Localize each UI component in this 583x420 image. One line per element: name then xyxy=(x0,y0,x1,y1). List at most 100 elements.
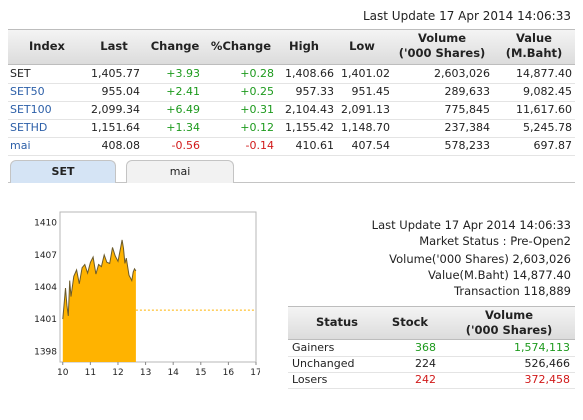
chart-area-fill xyxy=(62,239,136,362)
cell-high: 957.33 xyxy=(295,85,335,98)
cell-index[interactable]: SET50 xyxy=(10,85,45,98)
x-tick-label: 14 xyxy=(167,368,179,378)
cell-index[interactable]: SET100 xyxy=(10,103,52,116)
y-tick-label: 1401 xyxy=(34,315,57,325)
col-pct-change: %Change xyxy=(210,39,272,53)
tab-strip-line xyxy=(8,182,575,183)
cell-value: 11,617.60 xyxy=(516,103,572,116)
cell-last: 408.08 xyxy=(101,139,141,152)
col-value-unit: (M.Baht) xyxy=(505,46,563,60)
col-status-volume: Volume xyxy=(484,308,534,322)
status-cell-stock: 242 xyxy=(415,373,436,386)
cell-low: 951.45 xyxy=(351,85,391,98)
cell-high: 1,408.66 xyxy=(285,67,334,80)
cell-last: 955.04 xyxy=(101,85,141,98)
market-volume: Volume('000 Shares) 2,603,026 xyxy=(389,252,571,266)
index-row: mai 408.08 -0.56 -0.14 410.61 407.54 578,233 69… xyxy=(8,137,575,156)
tab-set[interactable]: SET xyxy=(10,160,116,183)
market-transaction: Transaction 118,889 xyxy=(454,284,571,298)
cell-low: 407.54 xyxy=(351,139,391,152)
cell-change: +3.93 xyxy=(166,67,200,80)
index-row: SET 1,405.77 +3.93 +0.28 1,408.66 1,401.02 2,6… xyxy=(8,65,575,84)
col-high: High xyxy=(289,39,319,53)
last-update-top: Last Update 17 Apr 2014 14:06:33 xyxy=(363,9,571,23)
cell-low: 2,091.13 xyxy=(341,103,390,116)
col-status: Status xyxy=(315,315,359,329)
market-value: Value(M.Baht) 14,877.40 xyxy=(427,268,571,282)
status-cell-volume: 526,466 xyxy=(524,357,571,370)
col-stock: Stock xyxy=(391,315,429,329)
cell-index[interactable]: mai xyxy=(10,139,31,152)
cell-value: 14,877.40 xyxy=(516,67,572,80)
y-tick-label: 1398 xyxy=(34,347,57,357)
col-low: Low xyxy=(349,39,375,53)
x-tick-label: 11 xyxy=(85,368,96,378)
cell-value: 5,245.78 xyxy=(523,121,572,134)
cell-pct: +0.25 xyxy=(240,85,274,98)
chart-price-line xyxy=(62,239,137,320)
x-tick-label: 15 xyxy=(195,368,206,378)
index-table-header: Index Last Change %Change High Low Volum… xyxy=(8,29,575,65)
cell-last: 2,099.34 xyxy=(91,103,140,116)
cell-last: 1,405.77 xyxy=(91,67,140,80)
col-volume: Volume xyxy=(417,31,467,45)
cell-pct: +0.31 xyxy=(240,103,274,116)
market-status: Market Status : Pre-Open2 xyxy=(419,234,571,248)
x-tick-label: 17 xyxy=(250,368,260,378)
intraday-chart: 1398 1401 1404 1407 1410 10 11 12 13 14 15 16 17 xyxy=(34,211,260,378)
index-row: SET100 2,099.34 +6.49 +0.31 2,104.43 2,091.13… xyxy=(8,101,575,120)
cell-index[interactable]: SET xyxy=(10,67,31,80)
index-row: SET50 955.04 +2.41 +0.25 957.33 951.45 289,633… xyxy=(8,83,575,102)
cell-value: 9,082.45 xyxy=(523,85,572,98)
cell-high: 2,104.43 xyxy=(285,103,334,116)
cell-last: 1,151.64 xyxy=(91,121,140,134)
status-table-header: Status Stock Volume ('000 Shares) xyxy=(288,306,575,340)
cell-change: +6.49 xyxy=(166,103,200,116)
cell-volume: 2,603,026 xyxy=(434,67,490,80)
status-cell-status: Unchanged xyxy=(292,357,355,370)
status-cell-stock: 224 xyxy=(415,357,436,370)
x-tick-label: 13 xyxy=(140,368,151,378)
status-row: Unchanged 224 526,466 xyxy=(288,356,575,373)
cell-change: +1.34 xyxy=(166,121,200,134)
cell-low: 1,401.02 xyxy=(341,67,390,80)
y-tick-label: 1410 xyxy=(34,219,57,229)
cell-low: 1,148.70 xyxy=(341,121,390,134)
cell-pct: +0.28 xyxy=(240,67,274,80)
cell-value: 697.87 xyxy=(533,139,573,152)
status-cell-volume: 1,574,113 xyxy=(514,341,570,354)
col-last: Last xyxy=(100,39,128,53)
status-cell-status: Gainers xyxy=(292,341,335,354)
cell-high: 410.61 xyxy=(295,139,335,152)
status-row: Losers 242 372,458 xyxy=(288,372,575,389)
y-tick-label: 1407 xyxy=(34,251,57,261)
col-change: Change xyxy=(150,39,200,53)
cell-volume: 578,233 xyxy=(444,139,491,152)
x-tick-label: 10 xyxy=(57,368,69,378)
col-volume-unit: ('000 Shares) xyxy=(398,46,486,60)
index-row: SETHD 1,151.64 +1.34 +0.12 1,155.42 1,148.70 2… xyxy=(8,119,575,138)
cell-volume: 237,384 xyxy=(444,121,491,134)
x-tick-label: 16 xyxy=(223,368,235,378)
cell-change: -0.56 xyxy=(171,139,200,152)
x-tick-label: 12 xyxy=(112,368,123,378)
status-cell-stock: 368 xyxy=(415,341,436,354)
y-tick-label: 1404 xyxy=(34,283,57,293)
status-cell-status: Losers xyxy=(292,373,328,386)
col-status-volume-unit: ('000 Shares) xyxy=(465,323,553,337)
tab-mai[interactable]: mai xyxy=(126,160,234,183)
col-index: Index xyxy=(29,39,65,53)
cell-change: +2.41 xyxy=(166,85,200,98)
chart-x-axis: 10 11 12 13 14 15 16 17 xyxy=(57,362,260,378)
cell-pct: +0.12 xyxy=(240,121,274,134)
cell-index[interactable]: SETHD xyxy=(10,121,48,134)
cell-volume: 775,845 xyxy=(444,103,491,116)
cell-volume: 289,633 xyxy=(444,85,491,98)
status-row: Gainers 368 1,574,113 xyxy=(288,340,575,357)
col-value: Value xyxy=(516,31,552,45)
chart-y-axis: 1398 1401 1404 1407 1410 xyxy=(34,219,57,358)
cell-pct: -0.14 xyxy=(245,139,274,152)
status-cell-volume: 372,458 xyxy=(524,373,571,386)
last-update-market: Last Update 17 Apr 2014 14:06:33 xyxy=(371,218,571,232)
cell-high: 1,155.42 xyxy=(285,121,334,134)
